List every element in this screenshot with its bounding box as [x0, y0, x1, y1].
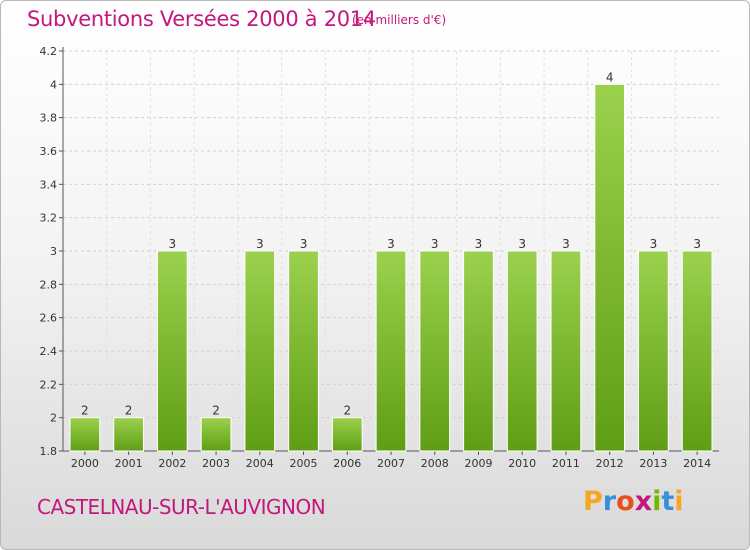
x-tick-label: 2012 [596, 457, 624, 470]
bar [375, 250, 407, 452]
bar [288, 250, 319, 452]
x-tick-label: 2005 [290, 457, 318, 470]
bar-layer [69, 83, 713, 452]
bar [113, 417, 144, 452]
bar-value-label: 2 [343, 404, 351, 418]
y-tick-label: 3 [50, 245, 57, 258]
bar [419, 250, 451, 452]
bar-value-label: 3 [693, 237, 701, 251]
bar-value-label: 2 [125, 404, 133, 418]
axis-layer: 1.8 2 2.2 2.4 2.6 2.8 3 3.2 3.4 3.6 3.8 4 4.2 2000 200… [40, 45, 719, 470]
y-tick-label: 1.8 [40, 445, 58, 458]
x-tick-label: 2009 [464, 457, 492, 470]
bar [506, 250, 538, 452]
chart-unit-note: (en milliers d'€) [352, 13, 447, 27]
y-tick-label: 2.2 [40, 378, 58, 391]
bar-value-label: 2 [81, 404, 89, 418]
x-tick-label: 2002 [158, 457, 186, 470]
y-tick-label: 2 [50, 412, 57, 425]
bar [69, 417, 101, 452]
x-tick-label: 2008 [421, 457, 449, 470]
y-tick-label: 3.4 [40, 178, 58, 191]
x-tick-label: 2003 [202, 457, 230, 470]
bar-value-label: 3 [562, 237, 570, 251]
brand-letter: r [602, 486, 617, 517]
y-tick-label: 2.6 [40, 312, 58, 325]
proxiti-logo: Proxiti [583, 486, 684, 517]
label-layer: 2 2 3 2 3 3 2 3 3 3 3 3 4 3 3 [81, 70, 701, 417]
brand-letter: x [634, 486, 653, 517]
brand-letter: o [616, 486, 635, 517]
bar-value-label: 3 [387, 237, 395, 251]
bar-value-label: 3 [431, 237, 439, 251]
x-tick-label: 2011 [552, 457, 580, 470]
brand-letter: i [674, 486, 684, 517]
bar-value-label: 3 [169, 237, 177, 251]
y-tick-label: 4 [50, 78, 57, 91]
x-tick-label: 2000 [71, 457, 99, 470]
bar [594, 83, 626, 452]
bar-value-label: 2 [212, 404, 220, 418]
bar [463, 250, 494, 452]
commune-name: CASTELNAU-SUR-L'AUVIGNON [37, 495, 326, 519]
x-tick-label: 2010 [508, 457, 536, 470]
y-tick-label: 2.8 [40, 278, 58, 291]
x-tick-label: 2006 [333, 457, 361, 470]
chart-title: Subventions Versées 2000 à 2014 [27, 7, 376, 31]
bar [156, 250, 188, 452]
y-tick-label: 4.2 [40, 45, 58, 58]
bar [550, 250, 582, 452]
bar [681, 250, 713, 452]
bar [200, 417, 232, 452]
brand-letter: i [652, 486, 662, 517]
bar-value-label: 3 [650, 237, 658, 251]
bar [331, 417, 363, 452]
brand-letter: t [661, 486, 675, 517]
x-tick-label: 2007 [377, 457, 405, 470]
y-tick-label: 3.6 [40, 145, 58, 158]
y-tick-label: 2.4 [40, 345, 58, 358]
bar-value-label: 4 [606, 70, 614, 84]
bar-value-label: 3 [475, 237, 483, 251]
brand-letter: P [583, 486, 603, 517]
bar-value-label: 3 [256, 237, 264, 251]
x-tick-label: 2013 [639, 457, 667, 470]
bar [244, 250, 276, 452]
x-tick-label: 2001 [115, 457, 143, 470]
bar-value-label: 3 [300, 237, 308, 251]
x-tick-label: 2014 [683, 457, 711, 470]
y-tick-label: 3.8 [40, 112, 58, 125]
bar-value-label: 3 [518, 237, 526, 251]
bar [638, 250, 669, 452]
x-tick-label: 2004 [246, 457, 274, 470]
y-tick-label: 3.2 [40, 212, 58, 225]
